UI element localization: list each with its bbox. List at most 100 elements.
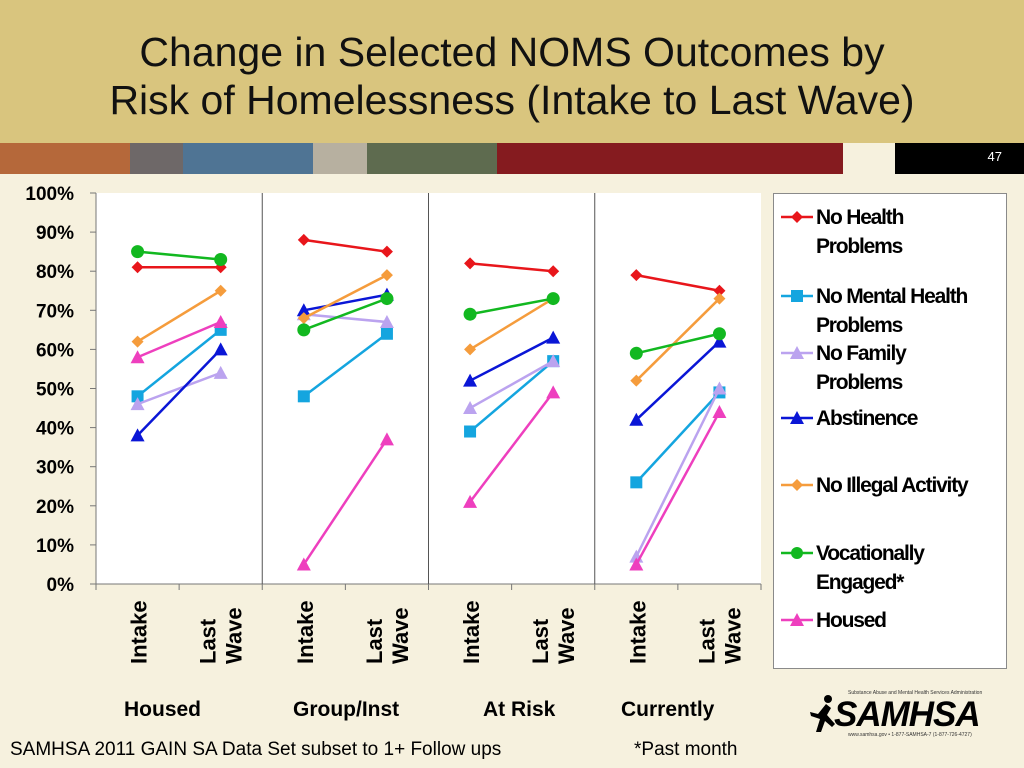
data-point-no-health-problems: [464, 257, 477, 270]
data-point-vocationally-engaged: [214, 252, 228, 266]
series-line-no-health-problems: [636, 273, 720, 292]
y-tick-label: 80%: [36, 262, 74, 283]
legend-marker-vocationally-engaged: [781, 547, 813, 559]
legend-label: No Health Problems: [816, 203, 1006, 261]
logo-tagline: Substance Abuse and Mental Health Servic…: [848, 690, 983, 696]
series-line-abstinence: [303, 293, 388, 312]
decorative-stripe: [0, 143, 1024, 174]
legend-label-line: Problems: [816, 371, 903, 394]
data-point-housed: [379, 432, 394, 446]
data-point-abstinence: [463, 373, 478, 387]
y-tick-label: 20%: [36, 497, 74, 518]
data-point-vocationally-engaged: [380, 292, 394, 306]
data-point-housed: [213, 315, 228, 329]
group-label-housed: Housed: [124, 698, 202, 721]
data-point-housed: [463, 494, 478, 508]
data-point-no-illegal-activity: [464, 343, 477, 356]
chart-legend: No Health Problems No Mental Health Problem…: [773, 193, 1007, 669]
data-point-housed: [629, 557, 644, 571]
stripe-segment: [0, 143, 130, 174]
series-line-vocationally-engaged: [469, 297, 554, 316]
legend-marker-no-illegal-activity: [781, 479, 813, 491]
data-point-housed: [546, 385, 561, 399]
legend-label-line: Problems: [816, 235, 903, 258]
data-point-no-mental-health-problems: [297, 390, 310, 403]
stripe-segment: [183, 143, 313, 174]
y-tick-label: 70%: [36, 301, 74, 322]
x-tick-label: Intake: [127, 600, 152, 664]
y-tick-label: 50%: [36, 380, 74, 401]
group-label-at-risk: At Risk: [483, 698, 556, 721]
legend-marker-no-family-problems: [781, 346, 813, 359]
x-tick-label: Last: [362, 618, 387, 664]
stripe-segment: [843, 143, 895, 174]
legend-label-line: Vocationally: [816, 542, 925, 565]
data-point-no-mental-health-problems: [464, 425, 477, 438]
data-point-abstinence: [213, 342, 228, 356]
series-line-no-health-problems: [303, 238, 388, 253]
y-tick-label: 100%: [25, 184, 74, 205]
legend-marker-no-mental-health-problems: [781, 290, 813, 302]
data-point-vocationally-engaged: [297, 323, 311, 337]
series-line-abstinence: [136, 348, 222, 437]
data-point-no-health-problems: [297, 233, 310, 246]
legend-label-line: No Mental Health: [816, 285, 968, 308]
series-line-no-family-problems: [137, 371, 222, 406]
legend-label-line: Engaged*: [816, 571, 904, 594]
y-tick-label: 40%: [36, 419, 74, 440]
data-point-abstinence: [712, 334, 727, 348]
series-line-no-illegal-activity: [469, 297, 554, 351]
series-line-abstinence: [469, 336, 554, 382]
series-line-no-family-problems: [469, 360, 554, 410]
y-tick-label: 0%: [47, 575, 75, 596]
group-label-currently: Currently: [621, 698, 715, 721]
stripe-segment: [895, 143, 1024, 174]
x-tick-label: Intake: [625, 600, 650, 664]
series-line-no-family-problems: [303, 312, 388, 324]
stripe-segment: [313, 143, 367, 174]
page-title: Change in Selected NOMS Outcomes by Risk…: [0, 28, 1024, 124]
legend-label-line: No Health: [816, 206, 904, 229]
data-point-abstinence: [130, 428, 145, 442]
x-tick-label: Wave: [720, 607, 745, 664]
data-point-no-illegal-activity: [214, 284, 227, 297]
data-point-no-family-problems: [213, 365, 228, 379]
data-point-no-family-problems: [130, 397, 145, 411]
data-point-no-family-problems: [712, 381, 727, 395]
legend-label-line: No Family: [816, 342, 907, 365]
x-tick-label: Last: [528, 618, 553, 664]
data-point-no-mental-health-problems: [380, 327, 393, 340]
footnote: *Past month: [634, 739, 738, 760]
series-line-no-illegal-activity: [635, 297, 721, 382]
series-line-vocationally-engaged: [137, 250, 221, 261]
series-line-no-illegal-activity: [136, 289, 222, 343]
data-point-no-health-problems: [131, 261, 144, 274]
y-tick-label: 90%: [36, 223, 74, 244]
data-point-vocationally-engaged: [463, 307, 477, 321]
data-point-housed: [130, 350, 145, 364]
x-tick-label: Wave: [388, 607, 413, 664]
data-point-vocationally-engaged: [546, 292, 560, 306]
data-point-no-illegal-activity: [297, 312, 310, 325]
logo-contact: www.samhsa.gov • 1-877-SAMHSA-7 (1-877-7…: [848, 732, 972, 738]
series-line-no-illegal-activity: [303, 273, 388, 320]
data-point-abstinence: [629, 412, 644, 426]
legend-marker-abstinence: [781, 411, 813, 424]
x-tick-label: Intake: [293, 600, 318, 664]
group-label-group-inst: Group/Inst: [293, 698, 400, 721]
series-line-no-mental-health-problems: [303, 332, 388, 398]
data-point-no-health-problems: [380, 245, 393, 258]
legend-label: Vocationally Engaged*: [816, 539, 1006, 597]
data-point-no-health-problems: [630, 269, 643, 282]
line-chart: 0% 10% 20% 30% 40% 50% 60% 70% 80% 90% 100% Intake L…: [25, 184, 762, 664]
data-point-housed: [712, 404, 727, 418]
series-line-housed: [635, 411, 721, 566]
series-line-no-mental-health-problems: [136, 328, 222, 398]
x-tick-label: Wave: [554, 607, 579, 664]
series-line-vocationally-engaged: [636, 332, 720, 355]
slide-number: 47: [987, 149, 1002, 164]
data-point-vocationally-engaged: [629, 346, 643, 360]
stripe-segment: [367, 143, 497, 174]
y-tick-label: 30%: [36, 458, 74, 479]
running-figure-icon: [810, 695, 835, 732]
